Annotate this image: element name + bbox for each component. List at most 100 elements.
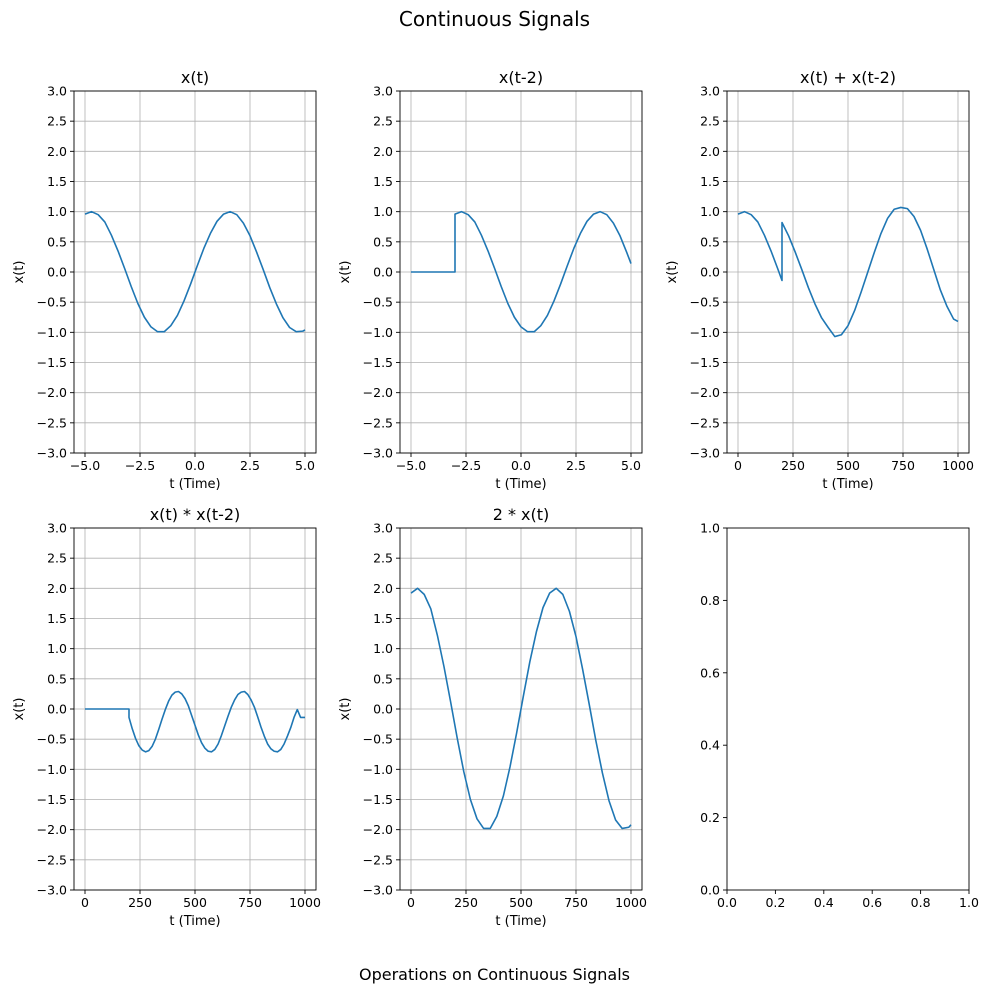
subplot-title: x(t) [181,68,209,87]
y-tick-label: −1.0 [363,762,393,777]
y-tick-label: −1.0 [37,325,67,340]
y-tick-label: 2.5 [47,551,67,566]
y-tick-label: 2.0 [373,581,393,596]
y-tick-label: 0.0 [47,702,67,717]
y-tick-label: 3.0 [373,521,393,536]
y-tick-label: −1.0 [37,762,67,777]
y-tick-label: 0.0 [700,265,720,280]
x-tick-label: 0 [734,458,742,473]
y-tick-label: −3.0 [37,446,67,461]
x-tick-label: 0.2 [765,895,785,910]
y-tick-label: −1.5 [37,355,67,370]
y-tick-label: 0.8 [700,593,720,608]
y-tick-label: 2.0 [700,144,720,159]
y-tick-label: −2.5 [363,415,393,430]
subplot-title: x(t) * x(t-2) [150,505,241,524]
x-tick-label: 1000 [615,895,647,910]
y-tick-label: 3.0 [47,84,67,99]
x-axis-label: t (Time) [169,477,220,492]
subplot-grid: −5.0 −2.5 0.0 2.5 5.0 −3.0 −2.5 −2.0 −1.5 −1.0 −0.… [12,68,979,929]
y-tick-label: −3.0 [690,446,720,461]
axes-frame [726,527,970,891]
series-line [411,210,632,333]
x-axis-label: t (Time) [169,914,220,929]
series-line [85,690,305,753]
series-line [84,210,306,333]
x-tick-label: 1000 [289,895,321,910]
x-tick-label: 5.0 [621,458,641,473]
x-tick-label: −2.5 [451,458,481,473]
y-tick-label: 2.5 [47,114,67,129]
figure-footer: Operations on Continuous Signals [359,965,630,984]
y-tick-label: 1.0 [47,641,67,656]
y-axis-label: x(t) [338,698,353,721]
y-tick-label: 0.0 [373,702,393,717]
x-axis-label: t (Time) [495,477,546,492]
y-tick-label: −2.5 [690,415,720,430]
subplot-title: x(t-2) [499,68,543,87]
y-tick-label: 0.4 [700,738,720,753]
x-tick-label: 0 [407,895,415,910]
figure-suptitle: Continuous Signals [399,7,590,31]
y-tick-label: −1.5 [690,355,720,370]
y-tick-label: −1.5 [363,792,393,807]
x-tick-label: −5.0 [396,458,426,473]
y-tick-label: 0.6 [700,665,720,680]
y-tick-label: −2.0 [37,385,67,400]
subplot-5: 0 250 500 750 1000 −3.0 −2.5 −2.0 −1.5 −1.0 −0.5 0.… [338,505,647,929]
y-tick-label: −2.0 [37,822,67,837]
y-tick-label: 2.5 [373,551,393,566]
x-tick-label: 250 [128,895,152,910]
subplot-title: 2 * x(t) [493,505,550,524]
subplot-3: 0 250 500 750 1000 −3.0 −2.5 −2.0 −1.5 −1.0 −0.5 0.… [665,68,974,492]
y-tick-label: −2.5 [37,415,67,430]
y-tick-label: 3.0 [47,521,67,536]
y-tick-label: 0.5 [47,671,67,686]
y-tick-label: −1.0 [690,325,720,340]
x-tick-label: 0.0 [511,458,531,473]
x-tick-label: 750 [891,458,915,473]
y-tick-label: −0.5 [363,732,393,747]
subplot-4: 0 250 500 750 1000 −3.0 −2.5 −2.0 −1.5 −1.0 −0.5 0.… [12,505,321,929]
subplot-title: x(t) + x(t-2) [800,68,896,87]
y-tick-label: 0.5 [47,234,67,249]
y-axis-label: x(t) [338,261,353,284]
x-axis-label: t (Time) [822,477,873,492]
x-tick-label: −5.0 [70,458,100,473]
y-tick-label: 0.5 [373,234,393,249]
x-tick-label: 1000 [942,458,974,473]
y-tick-label: −1.0 [363,325,393,340]
y-tick-label: −2.5 [37,852,67,867]
y-tick-label: 1.5 [373,174,393,189]
x-tick-label: −2.5 [125,458,155,473]
y-tick-label: −2.0 [363,385,393,400]
y-tick-label: 0.0 [47,265,67,280]
y-tick-label: −0.5 [37,295,67,310]
x-tick-label: 750 [564,895,588,910]
y-tick-label: −2.0 [690,385,720,400]
x-tick-label: 0.0 [717,895,737,910]
subplot-2: −5.0 −2.5 0.0 2.5 5.0 −3.0 −2.5 −2.0 −1.5 −1.0 −0.… [338,68,643,492]
y-tick-label: 2.5 [700,114,720,129]
x-tick-label: 0.6 [862,895,882,910]
y-tick-label: 1.5 [47,611,67,626]
y-axis-label: x(t) [12,261,27,284]
y-tick-label: −0.5 [690,295,720,310]
y-tick-label: −0.5 [37,732,67,747]
y-tick-label: 1.5 [373,611,393,626]
y-tick-label: 0.2 [700,810,720,825]
subplot-1: −5.0 −2.5 0.0 2.5 5.0 −3.0 −2.5 −2.0 −1.5 −1.0 −0.… [12,68,317,492]
y-tick-label: −1.5 [37,792,67,807]
y-tick-label: −2.0 [363,822,393,837]
y-tick-label: −0.5 [363,295,393,310]
y-tick-label: 1.0 [47,204,67,219]
y-tick-label: 2.0 [373,144,393,159]
y-tick-label: −3.0 [363,446,393,461]
x-tick-label: 750 [238,895,262,910]
x-tick-label: 2.5 [240,458,260,473]
x-axis-label: t (Time) [495,914,546,929]
x-tick-label: 250 [781,458,805,473]
x-tick-label: 0 [81,895,89,910]
y-tick-label: 2.0 [47,144,67,159]
